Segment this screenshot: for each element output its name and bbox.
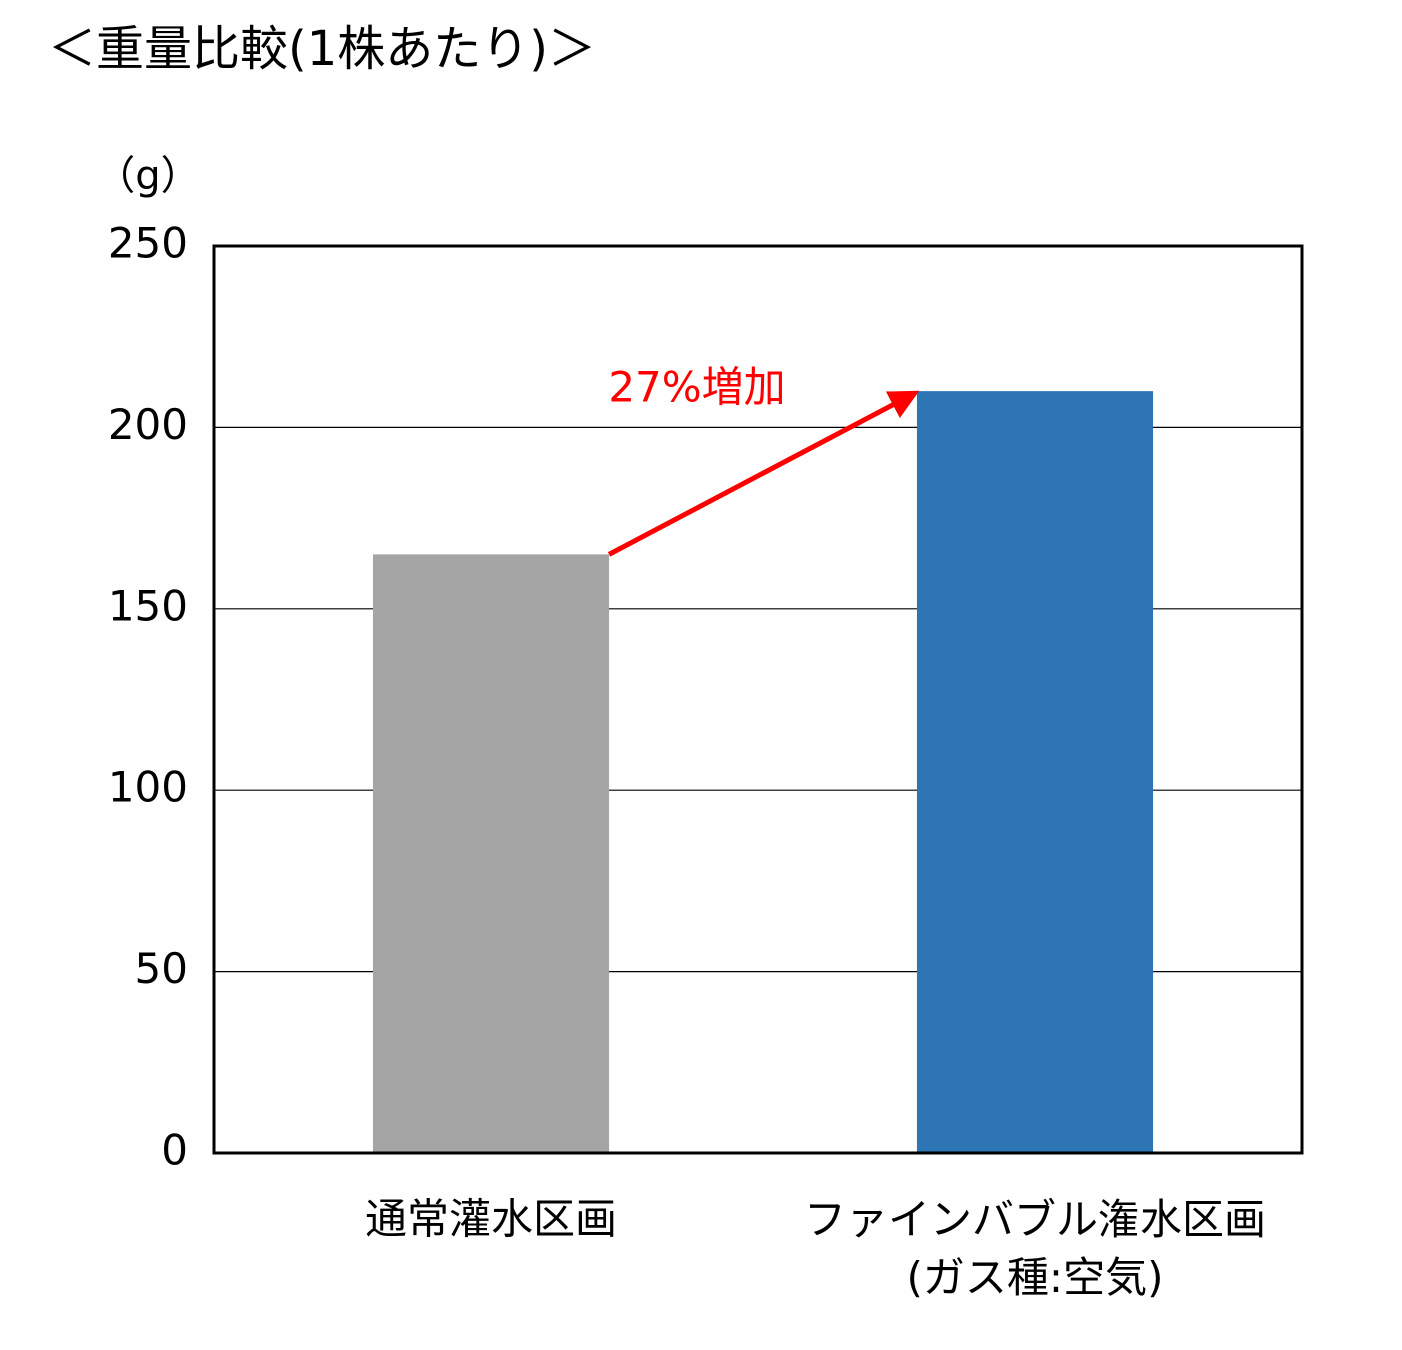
y-tick-label: 50	[135, 944, 188, 993]
y-tick-label: 0	[161, 1126, 188, 1175]
plot-frame	[212, 244, 1304, 1155]
x-tick-label: ファインバブル潅水区画(ガス種:空気)	[804, 1195, 1266, 1302]
annotation: 27%増加	[608, 363, 785, 412]
annotation-arrow	[607, 390, 920, 557]
y-tick-label: 200	[108, 400, 188, 449]
chart-title: ＜重量比較(1株あたり)＞	[48, 21, 596, 77]
bar	[916, 391, 1154, 1153]
y-axis-label: （g）	[95, 153, 200, 199]
y-tick-label: 150	[108, 581, 188, 630]
y-tick-label: 100	[108, 763, 188, 812]
x-tick-label: 通常灌水区画	[365, 1195, 617, 1244]
bar	[372, 554, 610, 1153]
y-tick-label: 250	[108, 219, 188, 268]
